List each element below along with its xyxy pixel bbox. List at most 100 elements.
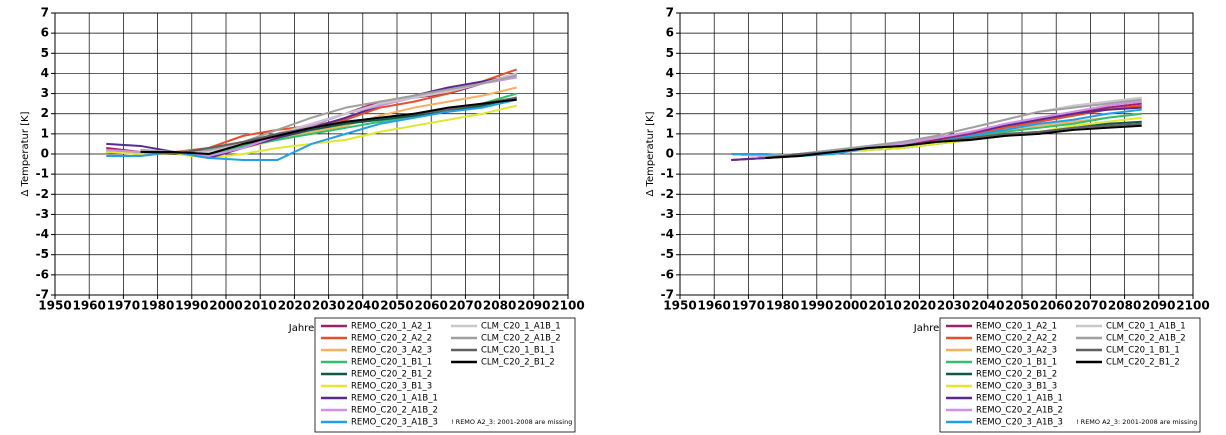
y-tick-label: -1 — [36, 167, 49, 181]
legend-label: REMO_C20_3_A2_3 — [351, 346, 432, 356]
x-tick-label: 2010 — [243, 299, 276, 313]
y-tick-label: 6 — [41, 26, 49, 40]
legend-box — [939, 317, 1201, 433]
y-tick-label: 0 — [41, 147, 49, 161]
x-tick-label: 2100 — [1176, 299, 1209, 313]
annotation: ! REMO A2_3: 2001-2008 are missing — [451, 418, 572, 426]
legend-label: CLM_C20_1_B1_1 — [1106, 346, 1180, 356]
series-line — [765, 124, 1142, 160]
x-tick-label: 2060 — [414, 299, 447, 313]
series-line — [765, 98, 1142, 158]
x-tick-label: 2060 — [1039, 299, 1072, 313]
legend-label: REMO_C20_2_B1_2 — [351, 370, 432, 380]
legend-label: CLM_C20_1_A1B_1 — [1106, 322, 1186, 332]
legend-label: CLM_C20_1_B1_1 — [481, 346, 555, 356]
x-tick-label: 2090 — [1142, 299, 1175, 313]
y-tick-label: 4 — [666, 66, 674, 80]
x-tick-label: 2020 — [278, 299, 311, 313]
plot-frame — [679, 12, 1194, 296]
y-tick-label: 0 — [666, 147, 674, 161]
legend-label: REMO_C20_3_A1B_3 — [351, 418, 438, 428]
x-tick-label: 2100 — [551, 299, 584, 313]
x-tick-label: 2040 — [346, 299, 379, 313]
x-tick-label: 1960 — [697, 299, 730, 313]
y-tick-label: 3 — [666, 86, 674, 100]
x-tick-label: 2020 — [903, 299, 936, 313]
x-tick-label: 2040 — [971, 299, 1004, 313]
legend-label: REMO_C20_3_B1_3 — [351, 382, 432, 392]
x-axis-label: Jahre — [288, 323, 314, 334]
y-tick-label: 2 — [666, 106, 674, 120]
legend-label: CLM_C20_1_A1B_1 — [481, 322, 561, 332]
series-line — [140, 98, 517, 155]
legend-label: REMO_C20_1_B1_1 — [351, 358, 432, 368]
legend-label: REMO_C20_3_A2_3 — [976, 346, 1057, 356]
legend-label: REMO_C20_1_A1B_1 — [351, 394, 438, 404]
x-tick-label: 1970 — [732, 299, 765, 313]
legend-label: REMO_C20_3_A1B_3 — [976, 418, 1063, 428]
annotation: ! REMO A2_3: 2001-2008 are missing — [1076, 418, 1197, 426]
x-tick-label: 2010 — [868, 299, 901, 313]
x-tick-label: 2080 — [1108, 299, 1141, 313]
legend-box — [314, 317, 576, 433]
legend-label: REMO_C20_1_A2_1 — [976, 322, 1057, 332]
y-tick-label: 3 — [41, 86, 49, 100]
series-line — [140, 74, 517, 153]
y-tick-label: -5 — [661, 247, 674, 261]
y-tick-label: -1 — [661, 167, 674, 181]
y-tick-label: 1 — [666, 126, 674, 140]
y-axis-label: Δ Temperatur [K] — [20, 111, 31, 196]
y-tick-label: 1 — [41, 126, 49, 140]
x-tick-label: 2000 — [834, 299, 867, 313]
legend-label: CLM_C20_2_A1B_2 — [481, 334, 561, 344]
legend-label: CLM_C20_2_A1B_2 — [1106, 334, 1186, 344]
x-tick-label: 1970 — [107, 299, 140, 313]
x-tick-label: 2080 — [483, 299, 516, 313]
x-tick-label: 1990 — [800, 299, 833, 313]
plot-frame — [54, 12, 569, 296]
x-tick-label: 2000 — [209, 299, 242, 313]
legend-label: REMO_C20_2_A1B_2 — [976, 406, 1063, 416]
x-tick-label: 2070 — [449, 299, 482, 313]
x-tick-label: 1950 — [663, 299, 696, 313]
y-tick-label: 6 — [666, 26, 674, 40]
y-tick-label: -6 — [36, 267, 49, 281]
y-tick-label: -4 — [36, 227, 49, 241]
y-tick-label: 5 — [666, 46, 674, 60]
y-axis-label: Δ Temperatur [K] — [645, 111, 656, 196]
y-tick-label: -6 — [661, 267, 674, 281]
y-tick-label: -2 — [661, 187, 674, 201]
x-tick-label: 2050 — [380, 299, 413, 313]
y-tick-label: 4 — [41, 66, 49, 80]
x-tick-label: 1960 — [72, 299, 105, 313]
legend-label: CLM_C20_2_B1_2 — [1106, 358, 1180, 368]
y-tick-label: -3 — [661, 207, 674, 221]
y-tick-label: 7 — [666, 6, 674, 20]
legend-label: REMO_C20_2_B1_2 — [976, 370, 1057, 380]
x-tick-label: 2070 — [1074, 299, 1107, 313]
legend-label: REMO_C20_2_A2_2 — [976, 334, 1057, 344]
x-tick-label: 1980 — [766, 299, 799, 313]
x-axis-label: Jahre — [913, 323, 939, 334]
y-tick-label: -4 — [661, 227, 674, 241]
y-tick-label: 7 — [41, 6, 49, 20]
x-tick-label: 1950 — [38, 299, 71, 313]
legend-label: REMO_C20_1_A1B_1 — [976, 394, 1063, 404]
legend-label: REMO_C20_3_B1_3 — [976, 382, 1057, 392]
series-line — [140, 72, 517, 153]
y-tick-label: -7 — [36, 288, 49, 302]
legend-label: REMO_C20_2_A2_2 — [351, 334, 432, 344]
x-tick-label: 1980 — [141, 299, 174, 313]
legend-label: REMO_C20_1_A2_1 — [351, 322, 432, 332]
y-tick-label: 5 — [41, 46, 49, 60]
legend-label: REMO_C20_1_B1_1 — [976, 358, 1057, 368]
x-tick-label: 2030 — [312, 299, 345, 313]
x-tick-label: 2050 — [1005, 299, 1038, 313]
y-tick-label: -3 — [36, 207, 49, 221]
y-tick-label: 2 — [41, 106, 49, 120]
x-tick-label: 2090 — [517, 299, 550, 313]
y-tick-label: -2 — [36, 187, 49, 201]
y-tick-label: -7 — [661, 288, 674, 302]
legend-label: CLM_C20_2_B1_2 — [481, 358, 555, 368]
y-tick-label: -5 — [36, 247, 49, 261]
